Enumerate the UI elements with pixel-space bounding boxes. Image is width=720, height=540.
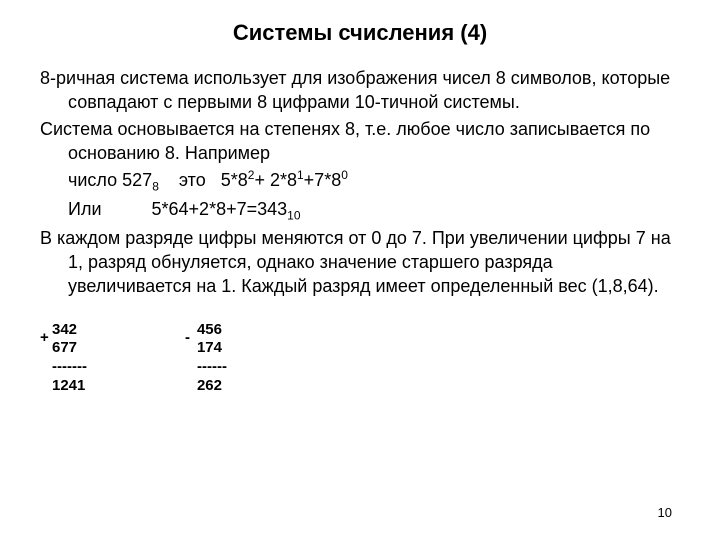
addition-example: + 342 677 ------- 1241 [52, 321, 87, 396]
slide-title: Системы счисления (4) [40, 20, 680, 46]
text: + 2*8 [254, 170, 297, 190]
text: число 527 [68, 170, 152, 190]
superscript: 0 [341, 168, 348, 182]
page-number: 10 [658, 505, 672, 520]
operand-b: 677 [52, 339, 77, 358]
arithmetic-examples: + 342 677 ------- 1241 - 456 174 ------ … [52, 321, 680, 396]
operand-a: 456 [197, 321, 222, 340]
text: это 5*8 [159, 170, 248, 190]
formula-line-1: число 5278 это 5*82+ 2*81+7*80 [40, 167, 680, 195]
minus-sign: - [185, 329, 190, 348]
plus-sign: + [40, 329, 49, 348]
rule-line: ------ [197, 358, 227, 377]
text: Или 5*64+2*8+7=343 [68, 199, 287, 219]
superscript: 1 [297, 168, 304, 182]
paragraph-2: Система основывается на степенях 8, т.е.… [40, 117, 680, 166]
operand-b: 174 [197, 339, 222, 358]
paragraph-5: В каждом разряде цифры меняются от 0 до … [40, 226, 680, 299]
result: 1241 [52, 377, 85, 396]
paragraph-1: 8-ричная система использует для изображе… [40, 66, 680, 115]
formula-line-2: Или 5*64+2*8+7=34310 [40, 197, 680, 224]
body-text: 8-ричная система использует для изображе… [40, 66, 680, 299]
operand-a: 342 [52, 321, 77, 340]
rule-line: ------- [52, 358, 87, 377]
subscript: 8 [152, 180, 159, 194]
subscript: 10 [287, 209, 300, 223]
result: 262 [197, 377, 222, 396]
subtraction-example: - 456 174 ------ 262 [197, 321, 227, 396]
text: +7*8 [304, 170, 342, 190]
